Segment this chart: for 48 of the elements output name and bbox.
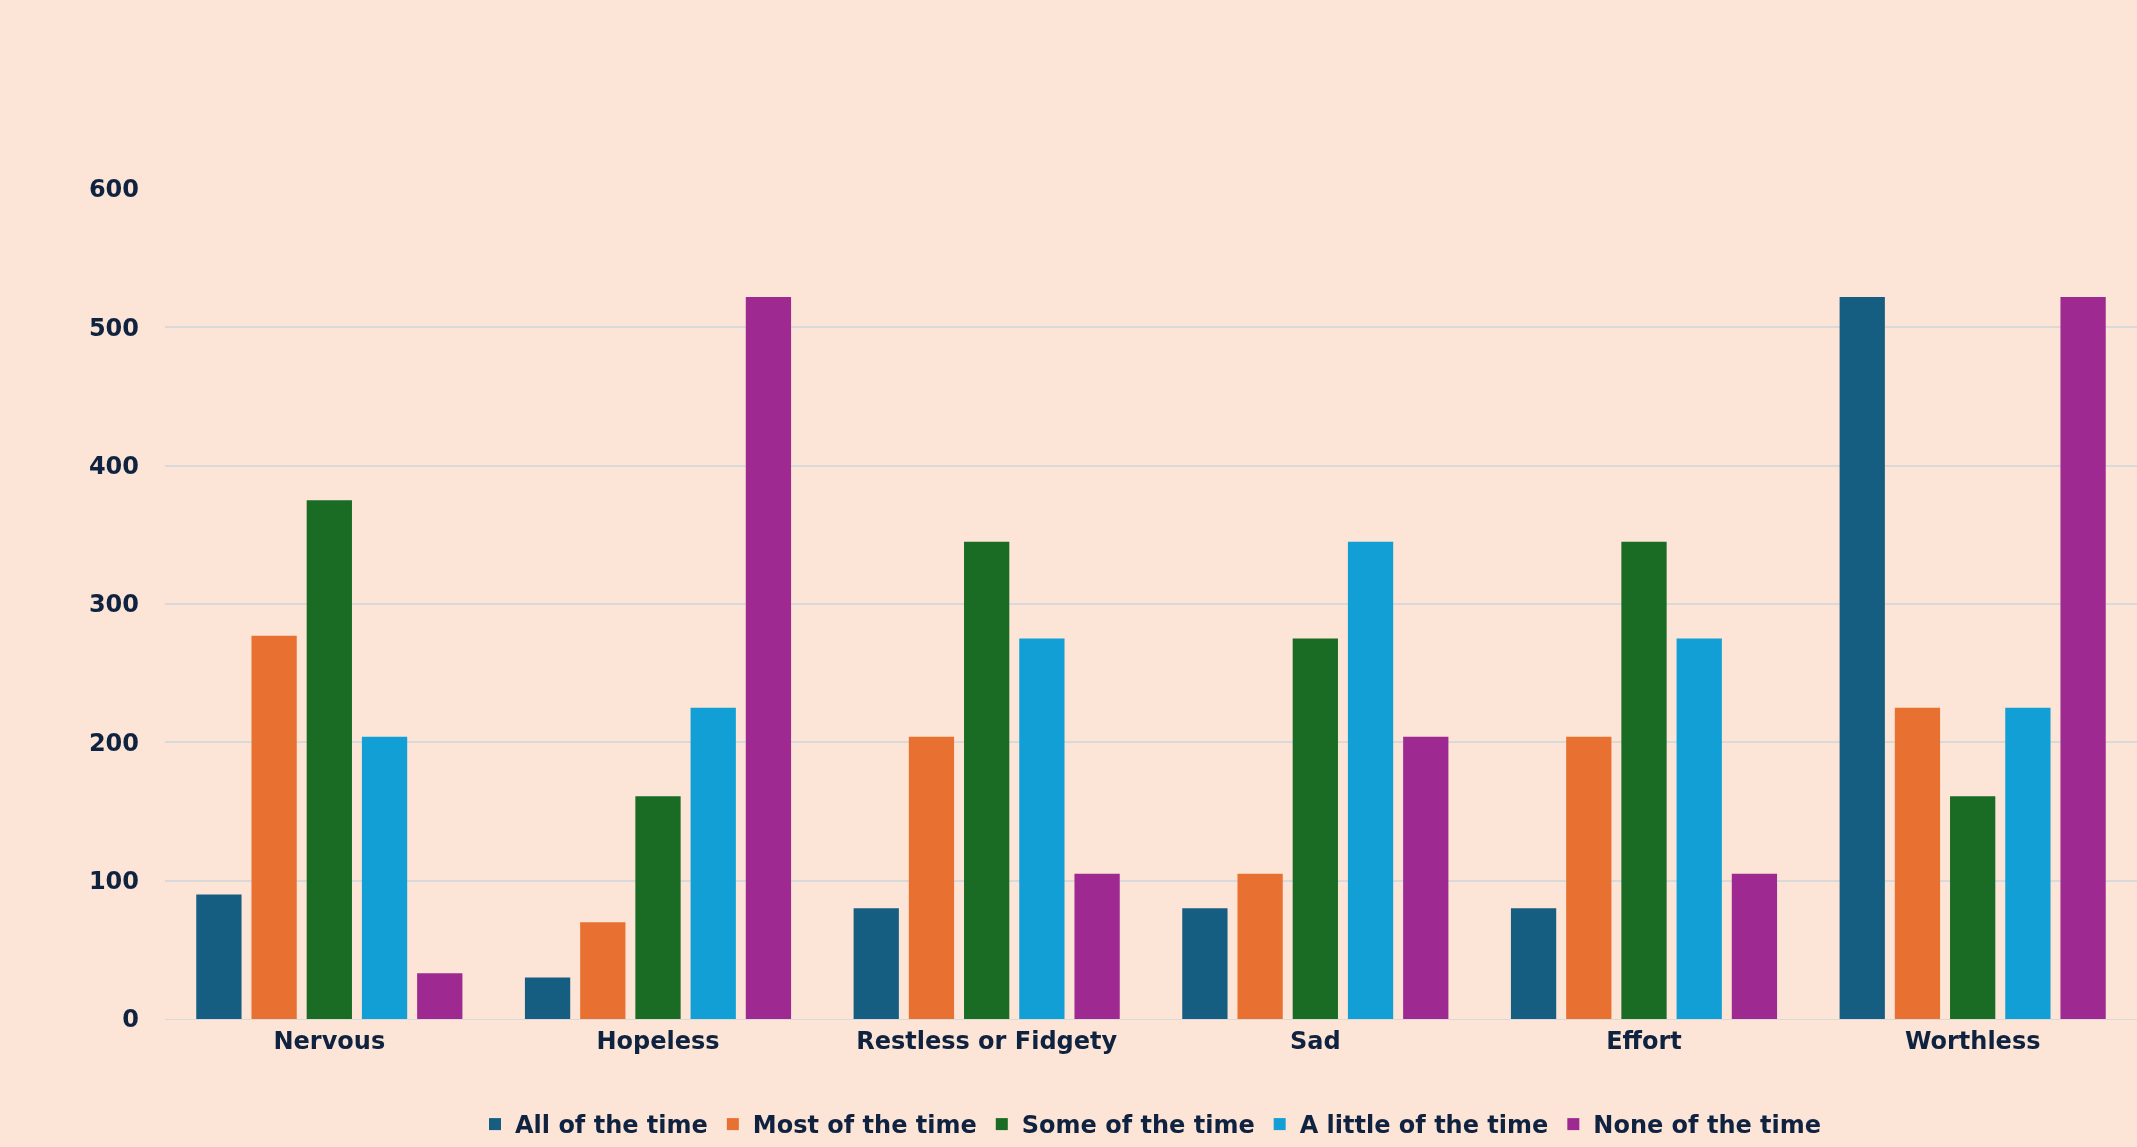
bar — [1019, 638, 1065, 1019]
y-tick-label: 200 — [88, 728, 139, 757]
y-tick-label: 100 — [88, 867, 139, 896]
bar — [1403, 736, 1449, 1019]
bar — [1347, 541, 1394, 1019]
bar — [908, 736, 955, 1019]
bar — [306, 500, 352, 1019]
bar — [361, 736, 408, 1019]
bar — [690, 707, 736, 1019]
legend-label: All of the time — [515, 1111, 708, 1140]
y-tick-label: 600 — [88, 175, 139, 204]
bar — [1510, 908, 1557, 1019]
bar — [1950, 796, 1996, 1019]
bar — [417, 973, 463, 1019]
bar — [964, 541, 1010, 1019]
legend-label: A little of the time — [1299, 1111, 1549, 1140]
y-tick-label: 500 — [88, 313, 139, 342]
x-tick-label: Sad — [1289, 1026, 1341, 1055]
bar — [1292, 638, 1338, 1019]
bar — [524, 977, 571, 1019]
x-tick-label: Hopeless — [596, 1026, 720, 1055]
legend-label: Some of the time — [1021, 1111, 1255, 1140]
y-tick-label: 0 — [122, 1005, 139, 1034]
x-tick-label: Effort — [1606, 1026, 1682, 1055]
x-tick-label: Nervous — [273, 1026, 386, 1055]
bar — [1676, 638, 1722, 1019]
bar — [196, 894, 242, 1019]
bar — [2060, 296, 2106, 1019]
bar — [1566, 736, 1612, 1019]
bar — [1182, 908, 1228, 1019]
bar — [2005, 707, 2051, 1019]
bar — [1621, 541, 1667, 1019]
x-tick-label: Worthless — [1904, 1026, 2041, 1055]
bar — [635, 796, 681, 1019]
bar — [251, 635, 297, 1019]
y-tick-label: 400 — [88, 452, 139, 481]
bar — [1731, 873, 1778, 1019]
x-tick-label: Restless or Fidgety — [856, 1026, 1118, 1055]
bar — [1237, 873, 1283, 1019]
y-tick-label: 300 — [88, 590, 139, 619]
bar — [1074, 873, 1120, 1019]
bar — [745, 296, 792, 1019]
legend-label: Most of the time — [752, 1111, 977, 1140]
bar — [853, 908, 899, 1019]
bar — [1839, 296, 1885, 1019]
bar — [580, 922, 626, 1019]
bar — [1894, 707, 1941, 1019]
legend-label: None of the time — [1593, 1111, 1822, 1140]
